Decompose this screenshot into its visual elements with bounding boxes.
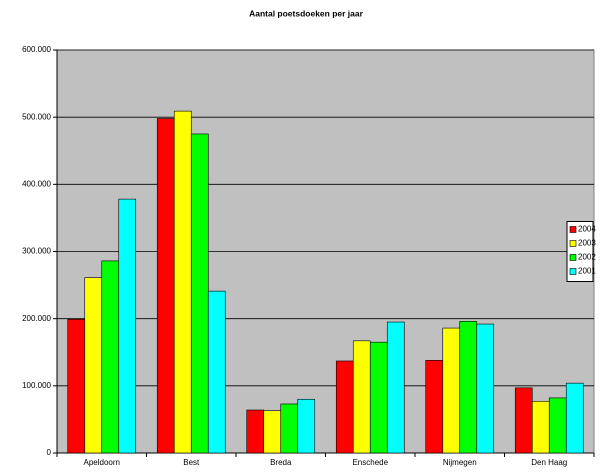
bar [442, 327, 461, 454]
y-tick-label: 100.000 [22, 381, 51, 390]
bar [118, 198, 137, 454]
bar [352, 340, 371, 454]
x-tick-label: Enschede [352, 458, 388, 467]
bar [297, 398, 316, 454]
bar [207, 290, 226, 454]
x-tick-label: Den Haag [531, 458, 567, 467]
bar [369, 341, 388, 454]
bar [263, 410, 282, 454]
bar [476, 323, 495, 454]
x-tick-label: Best [183, 458, 200, 467]
y-tick-label: 0 [47, 448, 52, 457]
bar [565, 382, 584, 454]
bar [459, 321, 478, 454]
bar [531, 400, 550, 454]
legend-swatch [569, 240, 577, 247]
x-tick-label: Apeldoorn [84, 458, 120, 467]
y-tick-label: 200.000 [22, 314, 51, 323]
bar [173, 110, 192, 454]
x-tick-label: Breda [270, 458, 292, 467]
bar [386, 321, 405, 454]
y-tick-label: 300.000 [22, 247, 51, 256]
legend-swatch [569, 226, 577, 233]
bar [190, 133, 209, 454]
legend-label: 2004 [578, 225, 596, 234]
bar [156, 118, 175, 454]
y-tick-label: 600.000 [22, 45, 51, 54]
bar [335, 360, 354, 454]
legend-swatch [569, 268, 577, 275]
legend-label: 2002 [578, 253, 596, 262]
legend-label: 2003 [578, 239, 596, 248]
bar [84, 277, 103, 454]
chart-title: Aantal poetsdoeken per jaar [249, 8, 364, 18]
x-tick-label: Nijmegen [443, 458, 477, 467]
y-tick-label: 400.000 [22, 179, 51, 188]
bar [280, 403, 299, 454]
bar [514, 387, 533, 454]
bar [246, 409, 265, 454]
legend-swatch [569, 254, 577, 261]
legend-label: 2001 [578, 267, 596, 276]
bar [101, 260, 120, 454]
y-tick-label: 500.000 [22, 112, 51, 121]
bar [548, 397, 567, 454]
bar [67, 319, 86, 454]
bar [425, 360, 444, 454]
